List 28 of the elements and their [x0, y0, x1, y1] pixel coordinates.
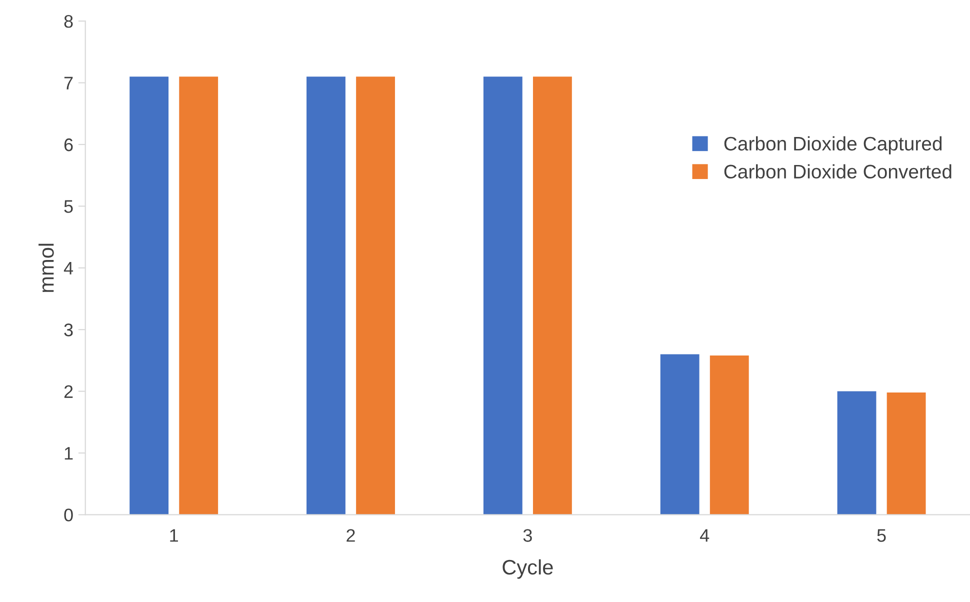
bar	[130, 76, 169, 515]
bar	[179, 76, 218, 515]
x-tick-label: 3	[523, 529, 532, 542]
bar	[356, 76, 395, 515]
bar	[837, 391, 876, 515]
y-tick-label: 3	[64, 324, 73, 336]
bar	[483, 76, 522, 515]
x-tick-label: 1	[170, 529, 178, 542]
x-tick-label: 4	[700, 529, 710, 542]
y-tick-label: 2	[64, 385, 73, 398]
bar	[306, 76, 346, 515]
y-tick-label: 1	[64, 447, 73, 460]
bar	[532, 76, 572, 515]
y-tick-label: 6	[64, 138, 73, 152]
x-tick-label: 5	[877, 529, 886, 542]
bar	[886, 392, 926, 515]
y-tick-label: 7	[64, 76, 73, 90]
y-tick-label: 0	[64, 508, 73, 522]
legend-label: Carbon Dioxide Captured	[724, 136, 942, 154]
bar	[710, 356, 749, 515]
legend-label: Carbon Dioxide Converted	[724, 164, 952, 179]
bar	[660, 354, 700, 515]
y-tick-label: 4	[64, 262, 74, 274]
x-tick-label: 2	[346, 529, 355, 542]
x-axis-title: Cycle	[502, 559, 553, 579]
y-tick-label: 8	[64, 15, 73, 28]
y-tick-label: 5	[64, 200, 73, 213]
y-axis-title: mmol	[38, 244, 54, 292]
